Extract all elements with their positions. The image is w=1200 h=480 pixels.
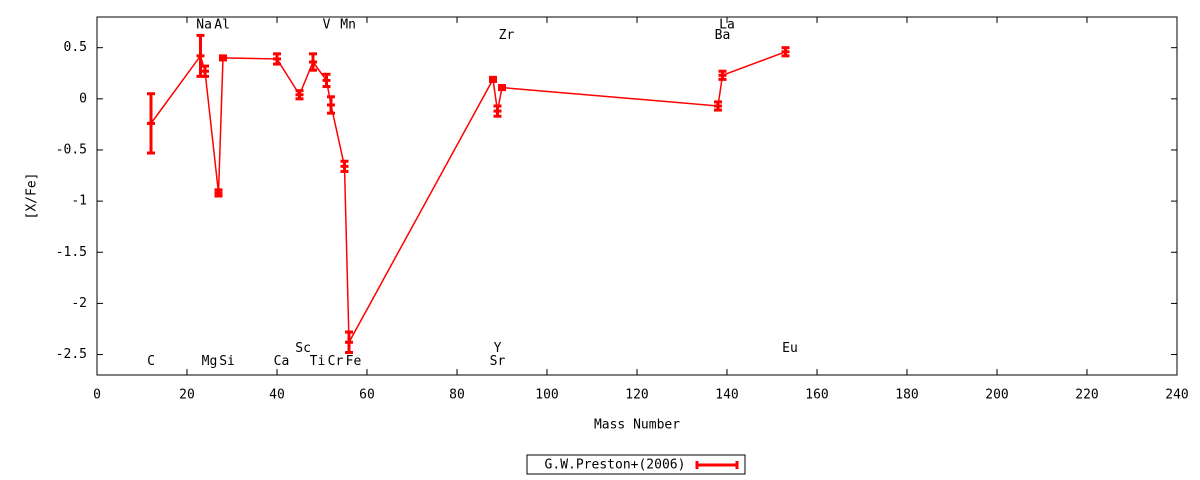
element-label: Y [494,341,502,356]
x-tick-label: 200 [985,388,1008,403]
error-bar [498,84,506,92]
y-tick-label: -2.5 [56,347,87,362]
element-label: Ba [715,28,731,43]
error-bar [309,52,317,72]
error-bar [489,75,497,83]
error-bar [147,92,155,155]
x-tick-label: 80 [449,388,465,403]
series-line [150,51,786,346]
legend-box [526,454,746,475]
y-tick-label: -2 [71,296,87,311]
element-label: Eu [782,341,798,356]
element-label: Ti [310,354,326,369]
y-axis-label: [X/Fe] [25,173,40,220]
element-label: Sr [490,354,506,369]
x-axis-label: Mass Number [594,418,680,433]
x-tick-label: 60 [359,388,375,403]
error-bar [345,330,353,354]
error-bar [718,69,727,81]
x-tick-label: 120 [625,388,648,403]
element-label: Ca [274,354,290,369]
x-tick-label: 100 [535,388,558,403]
x-tick-label: 160 [805,388,828,403]
x-tick-label: 220 [1075,388,1098,403]
element-label: Mn [340,18,356,33]
error-bar [196,33,205,78]
element-label: C [147,354,155,369]
element-label: Zr [499,28,515,43]
x-tick-label: 240 [1165,388,1188,403]
x-tick-label: 140 [715,388,738,403]
error-bar [327,95,335,115]
error-bar [201,64,209,78]
x-tick-label: 0 [93,388,101,403]
y-tick-label: -1.5 [56,245,87,260]
element-label: Cr [328,354,344,369]
element-label: Mg [202,354,218,369]
element-label: Si [219,354,235,369]
error-bar [219,54,227,62]
x-tick-label: 20 [179,388,195,403]
error-bar [493,104,502,118]
error-bar [714,100,722,112]
error-bar [781,46,790,58]
x-tick-label: 180 [895,388,918,403]
y-tick-label: 0.5 [64,40,87,55]
error-bar [295,89,304,101]
element-label: Fe [346,354,362,369]
y-tick-label: 0 [79,91,87,106]
y-tick-label: -0.5 [56,142,87,157]
error-bar [340,159,349,173]
x-tick-label: 40 [269,388,285,403]
element-label: V [323,18,331,33]
element-label: Na [196,18,212,33]
element-label: Al [214,18,230,33]
error-bar [322,72,331,89]
y-tick-label: -1 [71,194,87,209]
error-bar [273,52,281,66]
plot-border [96,16,1178,376]
element-label: Sc [295,341,311,356]
element-label: La [719,18,735,33]
legend-label: G.W.Preston+(2006) [545,458,686,473]
error-bar [214,188,223,198]
